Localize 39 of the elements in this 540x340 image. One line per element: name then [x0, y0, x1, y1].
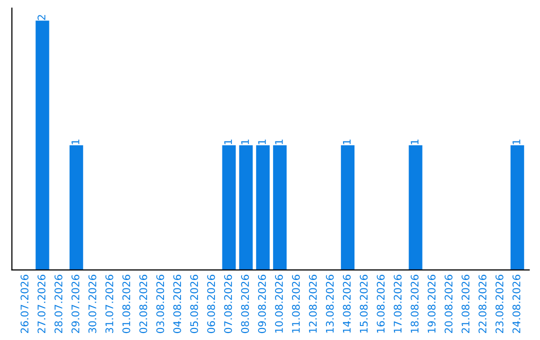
- data-label: 1: [342, 140, 351, 144]
- data-label: 1: [410, 140, 418, 144]
- x-tick-label: 14.08.2026: [342, 274, 351, 333]
- x-tick-label: 06.08.2026: [207, 274, 216, 334]
- x-tick-label: 31.07.2026: [105, 274, 114, 333]
- x-tick-label: 28.07.2026: [54, 274, 62, 334]
- x-tick-label: 23.08.2026: [496, 274, 504, 334]
- x-tick-label: 24.08.2026: [512, 274, 520, 334]
- x-tick-label: 07.08.2026: [224, 274, 232, 334]
- x-tick-label: 05.08.2026: [190, 274, 198, 334]
- x-tick-label: 09.08.2026: [258, 274, 266, 334]
- x-tick-label: 17.08.2026: [394, 274, 402, 333]
- x-tick-label: 12.08.2026: [308, 274, 317, 333]
- data-label: 1: [224, 140, 232, 144]
- x-tick-label: 21.08.2026: [462, 274, 470, 334]
- x-tick-label: 30.07.2026: [88, 274, 96, 333]
- data-label: 1: [72, 140, 80, 144]
- x-tick-label: 16.08.2026: [376, 274, 385, 333]
- x-tick-label: 10.08.2026: [275, 274, 283, 333]
- x-tick-label: 22.08.2026: [478, 274, 486, 334]
- x-tick-label: 29.07.2026: [71, 274, 80, 334]
- data-label: 1: [258, 140, 266, 144]
- data-label: 1: [275, 140, 283, 144]
- x-tick-label: 26.07.2026: [20, 274, 28, 334]
- x-tick-label: 11.08.2026: [292, 274, 300, 333]
- x-tick-label: 20.08.2026: [444, 274, 453, 334]
- data-label: 1: [241, 140, 249, 144]
- x-tick-label: 27.07.2026: [38, 274, 46, 334]
- x-tick-label: 19.08.2026: [428, 274, 436, 333]
- data-label: 1: [512, 140, 520, 144]
- x-tick-label: 03.08.2026: [156, 274, 164, 334]
- x-tick-label: 04.08.2026: [173, 274, 182, 334]
- x-tick-label: 18.08.2026: [410, 274, 419, 333]
- x-tick-label: 02.08.2026: [139, 274, 148, 334]
- data-label: 2: [38, 15, 46, 20]
- x-tick-label: 01.08.2026: [122, 274, 130, 334]
- x-tick-label: 08.08.2026: [241, 274, 249, 334]
- x-tick-label: 15.08.2026: [360, 274, 368, 333]
- x-tick-label: 13.08.2026: [326, 274, 334, 333]
